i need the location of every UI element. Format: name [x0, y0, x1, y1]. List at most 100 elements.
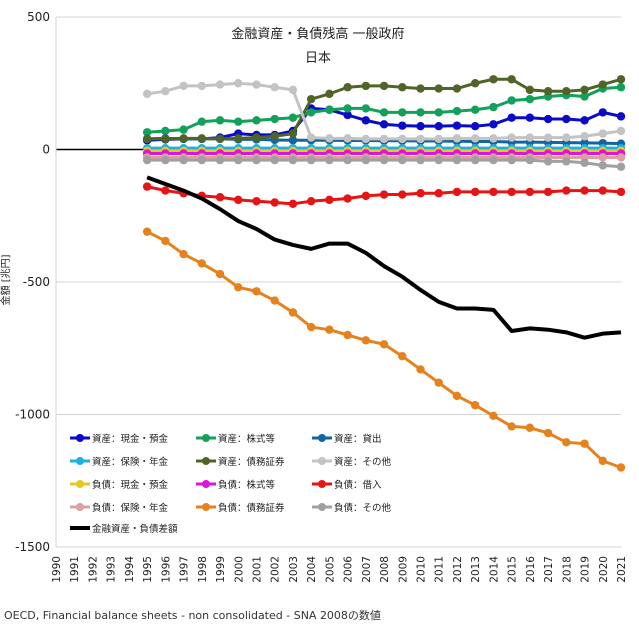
data-point — [343, 83, 352, 92]
data-point — [580, 116, 589, 125]
data-point — [142, 182, 152, 191]
data-point — [580, 132, 589, 141]
legend-swatch-marker — [202, 503, 210, 511]
data-point — [598, 153, 607, 162]
data-point — [142, 155, 152, 165]
legend-swatch-marker — [76, 434, 84, 442]
x-tick-label: 1994 — [124, 556, 136, 583]
data-point — [416, 84, 425, 93]
data-point — [525, 133, 535, 142]
data-point — [215, 193, 225, 202]
data-point — [398, 121, 407, 130]
data-point — [179, 134, 188, 143]
data-point — [361, 116, 371, 125]
data-point — [306, 94, 316, 104]
data-point — [325, 325, 334, 334]
legend-item: 負債：株式等 — [196, 479, 276, 491]
series-5 — [142, 79, 626, 144]
data-point — [252, 196, 261, 206]
data-point — [361, 191, 371, 201]
data-point — [616, 83, 626, 92]
data-point — [470, 79, 480, 88]
data-point — [616, 153, 626, 162]
x-tick-label: 2021 — [616, 556, 628, 583]
data-point — [616, 112, 626, 121]
data-point — [234, 155, 243, 165]
data-point — [215, 155, 225, 165]
legend-label: 資産：その他 — [334, 456, 392, 468]
data-point — [452, 84, 462, 93]
data-point — [252, 155, 261, 165]
data-point — [525, 94, 535, 104]
data-point — [416, 365, 425, 374]
data-point — [306, 196, 316, 206]
data-point — [398, 108, 407, 117]
x-tick-label: 1992 — [87, 556, 99, 583]
x-tick-label: 2006 — [343, 556, 355, 583]
legend-item: 負債：保険・年金 — [70, 502, 169, 514]
data-point — [379, 81, 389, 91]
x-tick-label: 2010 — [416, 556, 428, 583]
chart-subtitle: 日本 — [305, 51, 331, 66]
data-point — [489, 411, 498, 421]
data-point — [598, 456, 607, 466]
data-point — [470, 155, 480, 165]
data-point — [142, 128, 152, 137]
legend-swatch-marker — [318, 434, 326, 442]
legend-swatch-marker — [76, 457, 84, 465]
data-point — [197, 81, 207, 91]
legend-label: 資産：債務証券 — [218, 456, 285, 468]
data-point — [507, 113, 516, 122]
data-point — [142, 227, 152, 236]
data-point — [306, 108, 316, 117]
data-point — [306, 155, 316, 165]
data-point — [288, 199, 298, 209]
legend-item: 資産：貸出 — [312, 433, 382, 445]
data-point — [288, 85, 298, 95]
legend-swatch-marker — [318, 503, 326, 511]
x-tick-label: 2007 — [361, 556, 373, 583]
data-point — [197, 155, 207, 165]
data-point — [306, 133, 316, 142]
data-point — [580, 85, 589, 95]
y-axis-label: 金額 [兆円] — [0, 254, 12, 305]
y-tick-label: -500 — [23, 275, 50, 289]
data-point — [179, 155, 188, 165]
data-point — [398, 83, 407, 92]
y-tick-label: -1500 — [15, 540, 50, 554]
data-point — [161, 87, 170, 96]
data-point — [616, 463, 626, 472]
data-point — [543, 428, 553, 438]
data-point — [161, 134, 170, 144]
data-point — [598, 161, 607, 170]
x-tick-label: 2020 — [598, 556, 610, 583]
x-tick-label: 2003 — [288, 556, 300, 583]
data-point — [288, 136, 298, 145]
data-point — [234, 117, 243, 126]
data-point — [489, 75, 498, 84]
data-point — [234, 134, 243, 143]
data-point — [507, 133, 516, 142]
data-point — [525, 423, 535, 432]
data-point — [507, 96, 516, 105]
legend-item: 資産：債務証券 — [196, 456, 285, 468]
data-point — [343, 330, 352, 340]
data-point — [543, 187, 553, 197]
legend-label: 金融資産・負債差額 — [92, 523, 178, 535]
legend-label: 資産：現金・預金 — [92, 433, 169, 445]
data-point — [270, 296, 279, 305]
x-tick-label: 1990 — [51, 556, 63, 583]
data-point — [306, 322, 316, 332]
data-point — [288, 155, 298, 165]
x-tick-label: 2011 — [434, 556, 446, 583]
x-tick-label: 2000 — [233, 556, 245, 583]
series-10 — [142, 227, 626, 472]
data-point — [562, 438, 571, 447]
data-point — [398, 134, 407, 144]
data-point — [361, 134, 371, 144]
legend-label: 資産：保険・年金 — [92, 456, 169, 468]
legend-label: 負債：その他 — [334, 502, 392, 514]
y-axis-ticks: 500 0 -500 -1000 -1500 — [15, 10, 50, 554]
